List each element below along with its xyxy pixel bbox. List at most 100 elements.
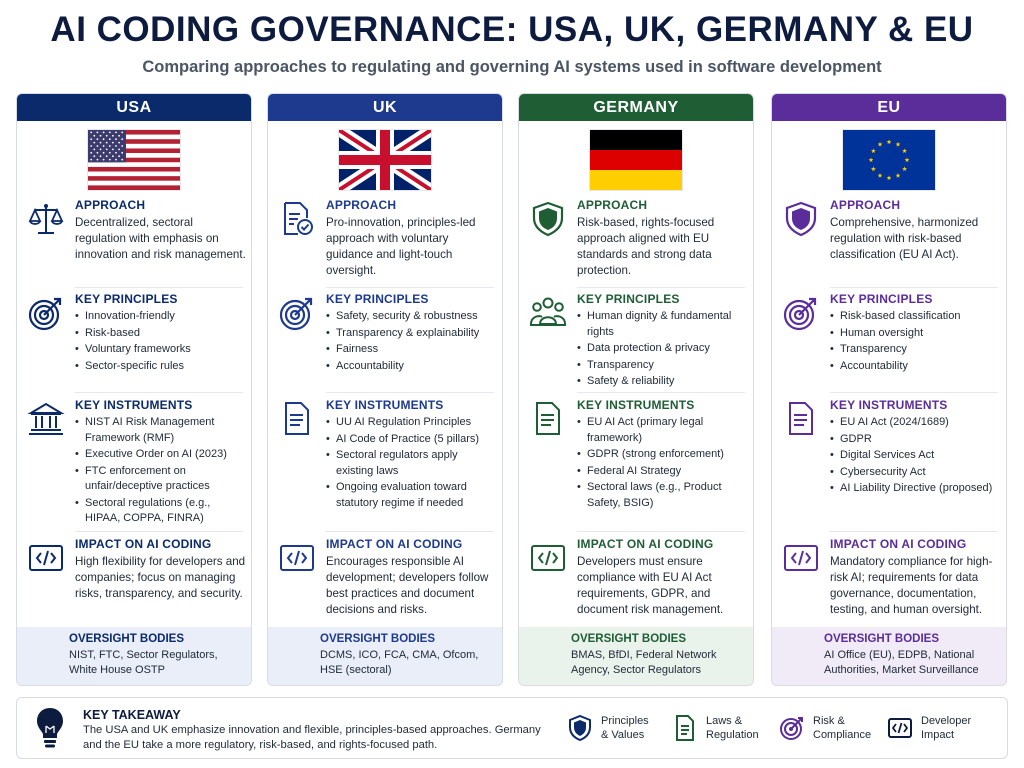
page-subtitle: Comparing approaches to regulating and g… bbox=[142, 58, 882, 76]
column-header: UK bbox=[268, 94, 502, 121]
section-text: Risk-based, rights-focused approach alig… bbox=[577, 216, 715, 277]
takeaway-title: KEY TAKEAWAY bbox=[83, 708, 181, 722]
takeaway-text: The USA and UK emphasize innovation and … bbox=[83, 724, 541, 751]
section-principles: KEY PRINCIPLES Innovation-friendlyRisk-ba… bbox=[17, 292, 251, 375]
column-header: EU bbox=[772, 94, 1006, 121]
lightbulb-icon bbox=[37, 708, 63, 748]
list-item: Sector-specific rules bbox=[75, 359, 247, 375]
list-item: Cybersecurity Act bbox=[830, 465, 1002, 481]
column-header: GERMANY bbox=[519, 94, 753, 121]
people-icon bbox=[529, 294, 567, 332]
oversight-text: NIST, FTC, Sector Regulators, White Hous… bbox=[69, 649, 218, 676]
shield-icon bbox=[782, 200, 820, 238]
legend-label: Laws & Regulation bbox=[706, 715, 759, 741]
instruments-list: NIST AI Risk Management Framework (RMF)E… bbox=[75, 415, 247, 527]
document-icon bbox=[782, 400, 820, 438]
section-text: Comprehensive, harmonized regulation wit… bbox=[830, 216, 979, 261]
germany-flag-icon bbox=[590, 129, 682, 190]
section-title: KEY INSTRUMENTS bbox=[326, 398, 444, 412]
eu-flag-icon bbox=[843, 129, 935, 190]
principles-list: Risk-based classificationHuman oversight… bbox=[830, 309, 1002, 374]
section-principles: KEY PRINCIPLES Safety, security & robustn… bbox=[268, 292, 502, 375]
balance-scale-icon bbox=[27, 200, 65, 238]
document-icon bbox=[676, 715, 694, 741]
list-item: GDPR (strong enforcement) bbox=[577, 447, 749, 463]
flag-area bbox=[268, 121, 502, 198]
instruments-list: UU AI Regulation PrinciplesAI Code of Pr… bbox=[326, 415, 498, 511]
legend-item-laws: Laws & Regulation bbox=[672, 714, 759, 742]
list-item: Ongoing evaluation toward statutory regi… bbox=[326, 480, 498, 511]
section-impact: IMPACT ON AI CODING High flexibility for … bbox=[17, 537, 251, 602]
section-title: KEY PRINCIPLES bbox=[326, 292, 429, 306]
section-principles: KEY PRINCIPLES Human dignity & fundamenta… bbox=[519, 292, 753, 391]
section-title: IMPACT ON AI CODING bbox=[326, 537, 463, 551]
document-icon bbox=[529, 400, 567, 438]
list-item: AI Code of Practice (5 pillars) bbox=[326, 432, 498, 448]
code-icon bbox=[529, 539, 567, 577]
list-item: NIST AI Risk Management Framework (RMF) bbox=[75, 415, 247, 446]
oversight-title: OVERSIGHT BODIES bbox=[571, 633, 687, 645]
list-item: Transparency bbox=[830, 342, 1002, 358]
list-item: Human oversight bbox=[830, 326, 1002, 342]
list-item: Risk-based bbox=[75, 326, 247, 342]
list-item: Safety, security & robustness bbox=[326, 309, 498, 325]
oversight-title: OVERSIGHT BODIES bbox=[824, 633, 940, 645]
document-check-icon bbox=[278, 200, 316, 238]
section-title: IMPACT ON AI CODING bbox=[75, 537, 212, 551]
divider bbox=[75, 392, 243, 393]
target-icon bbox=[780, 717, 803, 740]
list-item: Transparency & explainability bbox=[326, 326, 498, 342]
oversight-text: DCMS, ICO, FCA, CMA, Ofcom, HSE (sectora… bbox=[320, 649, 479, 676]
code-icon bbox=[27, 539, 65, 577]
list-item: EU AI Act (primary legal framework) bbox=[577, 415, 749, 446]
list-item: UU AI Regulation Principles bbox=[326, 415, 498, 431]
divider bbox=[75, 531, 243, 532]
list-item: Accountability bbox=[830, 359, 1002, 375]
divider bbox=[326, 392, 494, 393]
list-item: Innovation-friendly bbox=[75, 309, 247, 325]
divider bbox=[75, 287, 243, 288]
oversight-text: AI Office (EU), EDPB, National Authoriti… bbox=[824, 649, 979, 676]
section-title: IMPACT ON AI CODING bbox=[830, 537, 967, 551]
divider bbox=[577, 287, 745, 288]
list-item: Federal AI Strategy bbox=[577, 464, 749, 480]
list-item: Safety & reliability bbox=[577, 374, 749, 390]
legend-item-risk: Risk & Compliance bbox=[779, 714, 871, 742]
section-approach: APPROACH Pro-innovation, principles-led a… bbox=[268, 198, 502, 279]
legend-label: Developer Impact bbox=[921, 715, 972, 741]
instruments-list: EU AI Act (2024/1689)GDPRDigital Service… bbox=[830, 415, 1002, 497]
legend-item-developer: Developer Impact bbox=[887, 714, 971, 742]
list-item: Digital Services Act bbox=[830, 448, 1002, 464]
code-icon bbox=[888, 718, 912, 738]
oversight-title: OVERSIGHT BODIES bbox=[69, 633, 185, 645]
divider bbox=[577, 531, 745, 532]
oversight-bodies: OVERSIGHT BODIES BMAS, BfDI, Federal Net… bbox=[519, 627, 753, 685]
section-text: Pro-innovation, principles-led approach … bbox=[326, 216, 476, 277]
divider bbox=[577, 392, 745, 393]
target-icon bbox=[27, 294, 65, 332]
legend-label: Risk & Compliance bbox=[813, 715, 872, 741]
section-title: KEY INSTRUMENTS bbox=[577, 398, 695, 412]
section-text: Encourages responsible AI development; d… bbox=[326, 555, 489, 616]
principles-list: Human dignity & fundamental rightsData p… bbox=[577, 309, 749, 390]
column-header: USA bbox=[17, 94, 251, 121]
list-item: Executive Order on AI (2023) bbox=[75, 447, 247, 463]
oversight-title: OVERSIGHT BODIES bbox=[320, 633, 436, 645]
section-title: APPROACH bbox=[75, 198, 146, 212]
list-item: Voluntary frameworks bbox=[75, 342, 247, 358]
section-title: APPROACH bbox=[830, 198, 901, 212]
list-item: Accountability bbox=[326, 359, 498, 375]
list-item: Sectoral regulators apply existing laws bbox=[326, 448, 498, 479]
principles-list: Innovation-friendlyRisk-basedVoluntary f… bbox=[75, 309, 247, 374]
section-text: High flexibility for developers and comp… bbox=[75, 555, 246, 600]
section-text: Developers must ensure compliance with E… bbox=[577, 555, 724, 616]
section-impact: IMPACT ON AI CODING Developers must ensur… bbox=[519, 537, 753, 618]
list-item: FTC enforcement on unfair/deceptive prac… bbox=[75, 464, 247, 495]
shield-icon bbox=[569, 714, 591, 742]
uk-flag-icon bbox=[339, 129, 431, 190]
oversight-bodies: OVERSIGHT BODIES AI Office (EU), EDPB, N… bbox=[772, 627, 1006, 685]
legend-item-principles: Principles & Values bbox=[567, 714, 649, 742]
section-title: APPROACH bbox=[577, 198, 648, 212]
divider bbox=[326, 531, 494, 532]
usa-flag-icon bbox=[88, 129, 180, 190]
